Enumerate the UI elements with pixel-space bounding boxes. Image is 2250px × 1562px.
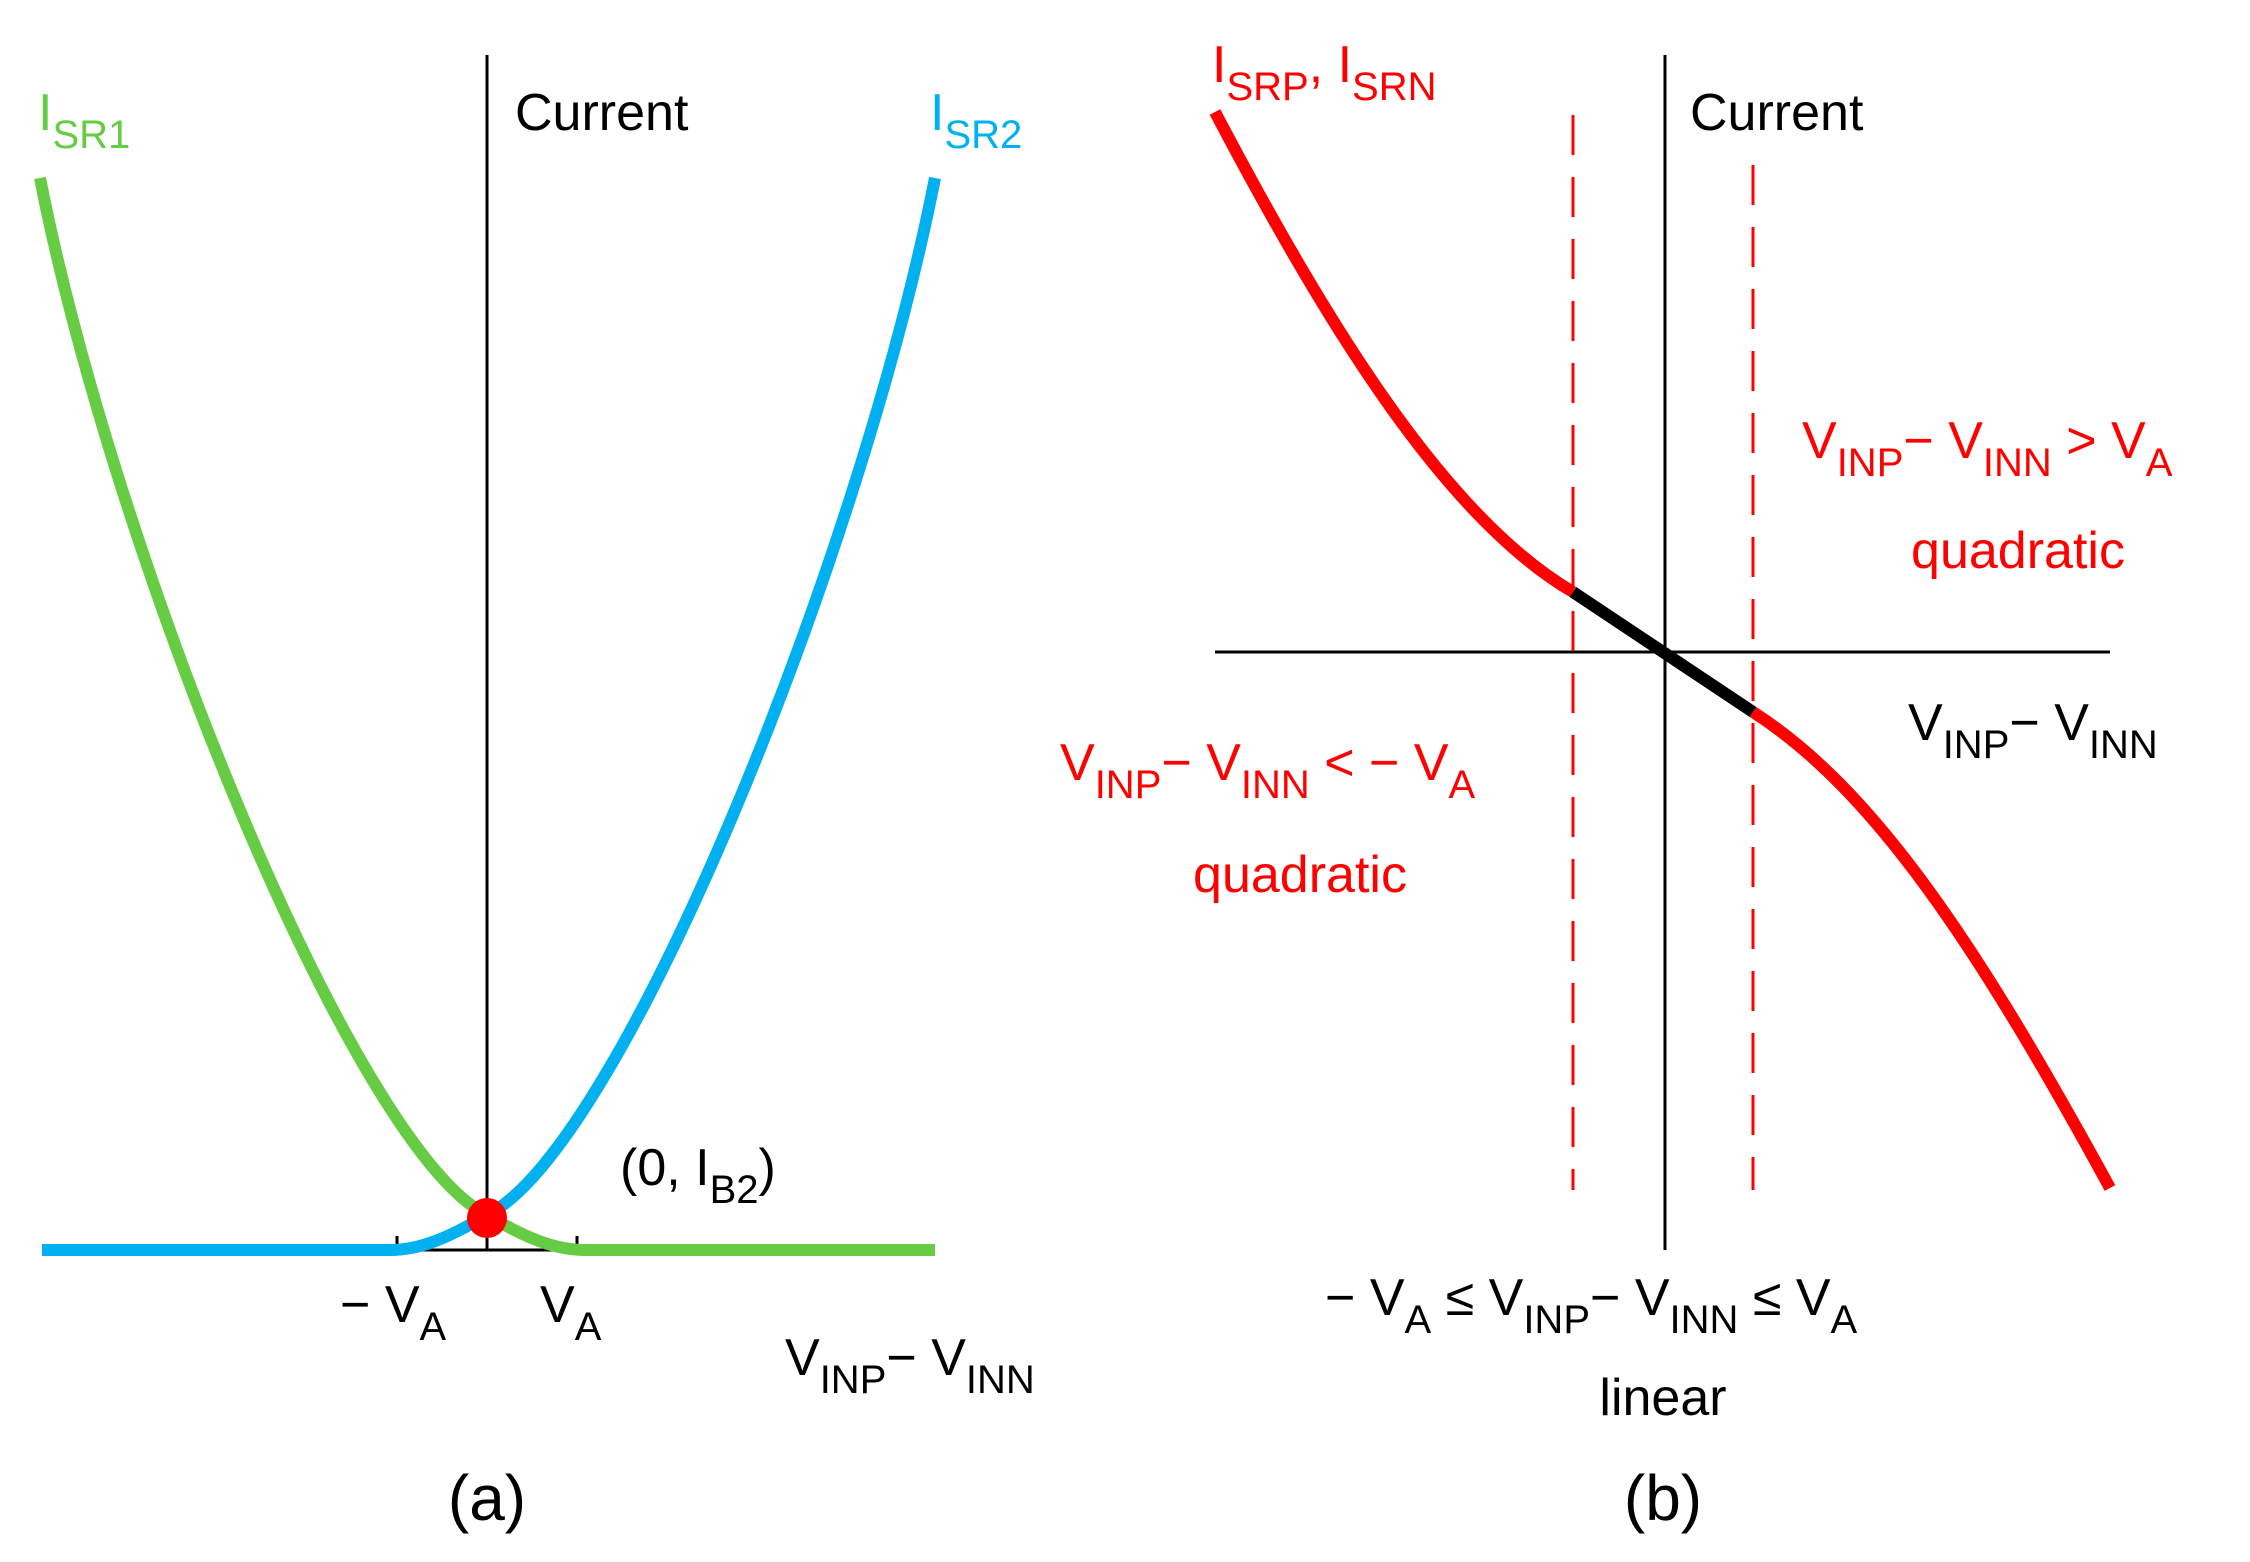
left-region-type: quadratic [1193,846,1407,904]
isr2-curve [42,176,941,1256]
bias-point-marker [467,1198,507,1238]
right-region-type: quadratic [1911,522,2125,580]
a-y-axis-label: Current [515,84,689,142]
right-region-condition: VINP− VINN > VA [1802,412,2173,485]
bias-point-label: (0, IB2) [620,1139,776,1212]
isr1-curve [34,176,935,1256]
caption-b: (b) [1624,1462,1702,1534]
isr2-label: ISR2 [930,84,1022,157]
isrp-quadratic-left [1209,109,1577,598]
panel-b: Current ISRP, ISRN VINP− VINN > VA quadr… [1060,36,2173,1534]
isrp-linear-segment [1569,587,1757,717]
linear-region-condition: − VA ≤ VINP− VINN ≤ VA [1325,1269,1858,1342]
isr1-label: ISR1 [38,84,130,157]
caption-a: (a) [448,1462,526,1534]
pos-va-label: VA [540,1276,602,1349]
isrp-isrn-label: ISRP, ISRN [1212,36,1437,109]
linear-region-type: linear [1599,1369,1726,1427]
left-region-condition: VINP− VINN < − VA [1060,734,1476,807]
isrp-quadratic-right [1749,706,2116,1191]
a-x-axis-label: VINP− VINN [785,1329,1035,1402]
neg-va-label: − VA [340,1276,447,1349]
panel-a: Current ISR1 ISR2 (0, IB2) − VA VA VINP−… [34,55,1035,1534]
b-y-axis-label: Current [1690,84,1864,142]
b-x-axis-label: VINP− VINN [1908,694,2158,767]
